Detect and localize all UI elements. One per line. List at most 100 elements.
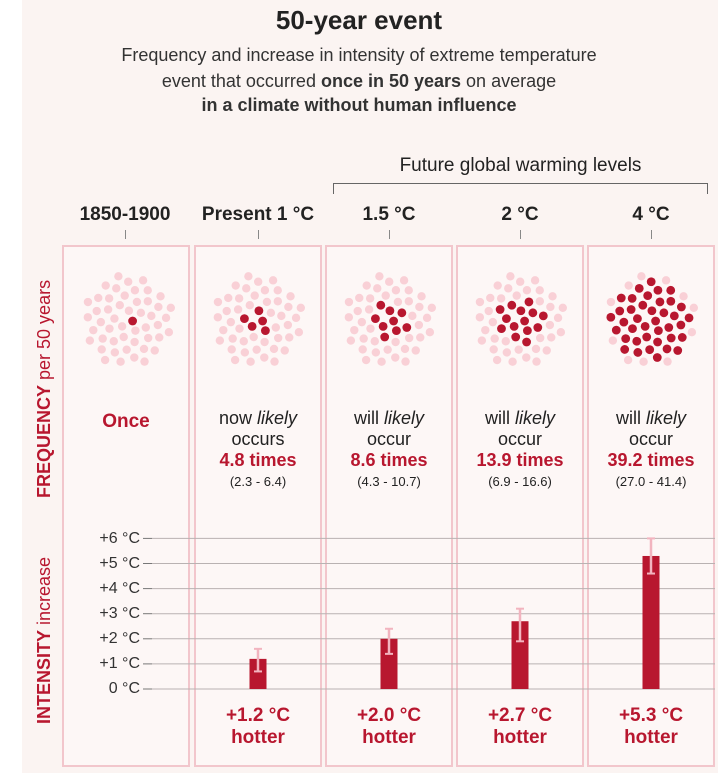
event-dot — [119, 332, 128, 342]
event-dot — [239, 337, 248, 346]
event-dot — [109, 337, 118, 346]
event-dot — [425, 328, 435, 337]
event-dot — [504, 284, 513, 293]
event-dot — [117, 322, 127, 331]
event-dot-occurred — [684, 313, 694, 323]
likely-prefix: now — [218, 408, 257, 428]
frequency-text-1-5: will likely occur 8.6 times (4.3 - 10.7) — [324, 408, 454, 492]
event-dot-occurred — [653, 337, 662, 347]
event-dot — [486, 293, 495, 303]
event-dot — [245, 301, 254, 310]
event-dot-occurred — [533, 323, 543, 332]
hotter-word: hotter — [624, 727, 678, 748]
event-dot — [391, 286, 401, 295]
event-dot-occurred — [240, 314, 249, 323]
event-dot — [235, 324, 244, 333]
header-tick — [125, 230, 126, 239]
event-dot — [355, 293, 364, 303]
event-dot — [120, 291, 129, 300]
event-dot — [156, 292, 165, 301]
event-dot — [83, 297, 93, 307]
event-dot — [384, 277, 394, 286]
ytick-label: 0 °C — [108, 680, 140, 697]
event-dot — [361, 355, 371, 365]
event-dot-occurred — [642, 332, 652, 342]
subtitle-line-2: event that occurred once in 50 years on … — [0, 71, 718, 92]
likely-word: likely — [645, 408, 686, 428]
event-dot — [373, 284, 382, 293]
event-dot — [115, 301, 124, 310]
times-range: (4.3 - 10.7) — [357, 474, 421, 489]
event-dot-occurred — [389, 316, 398, 326]
event-dot — [344, 297, 354, 307]
event-dot — [391, 337, 400, 347]
event-dot-occurred — [538, 311, 548, 321]
event-dot — [105, 324, 114, 333]
event-dot-occurred — [371, 314, 380, 323]
event-dot — [269, 344, 279, 354]
event-dot — [364, 305, 374, 314]
event-dot — [153, 320, 163, 330]
event-dot — [273, 297, 283, 306]
occur-word: occur — [497, 429, 542, 449]
hotter-word: hotter — [493, 727, 547, 748]
event-dot-occurred — [664, 323, 674, 332]
event-dot — [411, 346, 420, 355]
event-dot-occurred — [516, 306, 526, 316]
event-dot — [383, 345, 392, 354]
event-dot-occurred — [378, 321, 388, 331]
event-dot — [140, 357, 149, 366]
event-dot-occurred — [653, 285, 663, 295]
event-dot — [116, 357, 125, 366]
event-dot — [606, 297, 616, 307]
event-dot-occurred — [128, 316, 137, 326]
event-dot — [365, 294, 375, 303]
event-dot — [501, 337, 510, 346]
event-dot — [164, 328, 174, 337]
event-dot — [154, 302, 163, 312]
hotter-label-2: +2.7 °C hotter — [455, 705, 585, 749]
event-dot — [96, 317, 106, 327]
event-dot — [535, 297, 545, 306]
event-dot-occurred — [645, 345, 655, 355]
event-dot — [371, 348, 381, 357]
occur-word: occur — [628, 429, 673, 449]
event-dot — [260, 286, 270, 295]
times-range: (2.3 - 6.4) — [229, 474, 287, 489]
hotter-word: hotter — [362, 727, 416, 748]
event-dot-occurred — [507, 300, 517, 310]
event-dot — [114, 272, 123, 281]
event-dot — [130, 286, 140, 295]
event-dot-occurred — [643, 291, 653, 301]
times-range: (27.0 - 41.4) — [615, 474, 687, 489]
event-dot — [492, 355, 502, 365]
event-dot — [404, 333, 414, 343]
event-dot — [687, 328, 697, 337]
intensity-bar — [380, 638, 398, 689]
event-dot-occurred — [606, 312, 616, 322]
likely-prefix: will — [615, 408, 646, 428]
column-header-present: Present 1 °C — [201, 204, 315, 225]
event-dot-occurred — [640, 321, 650, 331]
event-dot-occurred — [651, 316, 660, 326]
event-dot-occurred — [611, 325, 621, 335]
event-dot — [608, 336, 618, 345]
event-dot-occurred — [676, 320, 686, 330]
event-dot — [244, 272, 253, 281]
event-dot — [143, 286, 152, 295]
frequency-text-1850: Once — [61, 411, 191, 432]
event-dot — [285, 333, 294, 342]
event-dot — [546, 302, 555, 312]
event-dot — [377, 357, 386, 366]
likely-line: will likely — [455, 408, 585, 429]
times-value: 8.6 times — [350, 450, 428, 470]
event-dot — [286, 292, 295, 301]
event-dot — [422, 313, 432, 323]
hotter-value: +2.0 °C — [356, 705, 422, 726]
event-dot-occurred — [655, 297, 665, 307]
event-dot — [531, 344, 541, 354]
header-tick — [258, 230, 259, 239]
event-dot-occurred — [627, 294, 637, 303]
event-dot — [92, 306, 101, 316]
event-dot — [123, 277, 133, 286]
